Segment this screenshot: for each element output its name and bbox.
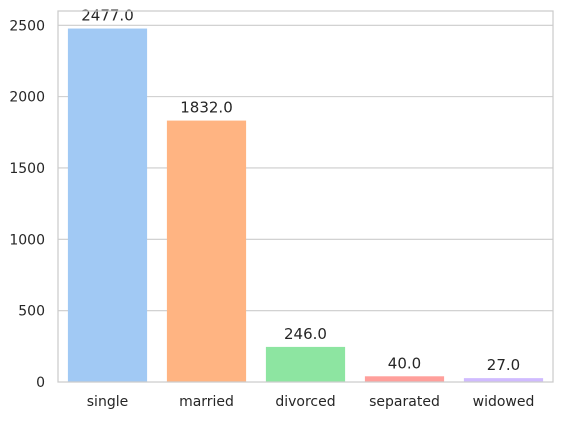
- bar-value-label: 27.0: [487, 356, 520, 374]
- x-tick-label: married: [179, 394, 234, 410]
- bar-value-label: 40.0: [388, 354, 421, 372]
- bar-separated: [364, 376, 445, 382]
- bars: [67, 28, 544, 383]
- bar-divorced: [265, 346, 346, 382]
- bar-value-label: 1832.0: [180, 99, 233, 117]
- x-axis-ticks: single married divorced separated widowed: [87, 394, 535, 410]
- bar-widowed: [463, 378, 544, 382]
- plot-frame: [57, 10, 554, 383]
- y-tick-label: 1500: [9, 161, 45, 177]
- y-tick-label: 2500: [9, 18, 45, 34]
- x-tick-label: single: [87, 394, 128, 410]
- y-tick-label: 0: [36, 375, 45, 391]
- bar-value-label: 246.0: [284, 325, 327, 343]
- y-tick-label: 500: [18, 304, 45, 320]
- x-tick-label: divorced: [275, 394, 335, 410]
- y-axis-ticks: 0 500 1000 1500 2000 2500: [9, 18, 45, 391]
- x-tick-label: widowed: [473, 394, 535, 410]
- bar-married: [166, 120, 247, 382]
- bar-value-label: 2477.0: [81, 7, 134, 25]
- x-tick-label: separated: [369, 394, 440, 410]
- y-tick-label: 1000: [9, 232, 45, 248]
- y-tick-label: 2000: [9, 90, 45, 106]
- bar-single: [67, 28, 148, 383]
